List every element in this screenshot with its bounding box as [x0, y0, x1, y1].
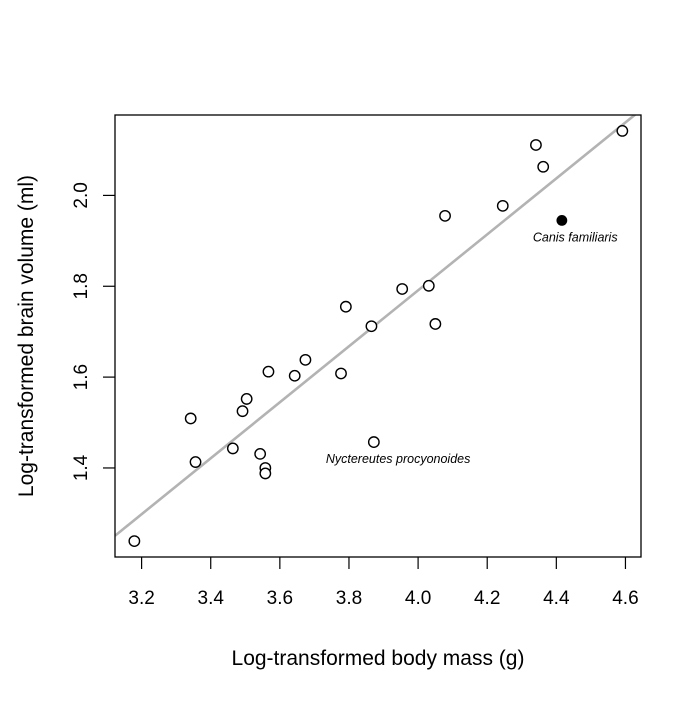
data-point [367, 436, 380, 448]
y-tick-label: 1.6 [71, 364, 92, 390]
x-tick-label: 3.4 [198, 588, 225, 609]
data-point [616, 124, 629, 137]
x-tick-label: 3.8 [336, 588, 362, 609]
y-tick-label: 2.0 [71, 182, 92, 208]
y-axis: 1.4 1.6 1.8 2.0 [71, 182, 115, 481]
x-tick-label: 4.2 [474, 588, 500, 609]
data-point [530, 139, 542, 151]
data-point [365, 320, 378, 333]
data-point [429, 318, 442, 330]
data-point [339, 300, 352, 313]
data-point [335, 367, 347, 380]
data-point [184, 412, 197, 425]
x-tick-label: 3.2 [128, 588, 154, 609]
point-label: Nyctereutes procyonoides [326, 452, 471, 466]
data-point [240, 393, 253, 405]
x-axis-label: Log-transformed body mass (g) [232, 647, 525, 670]
regression-line [115, 115, 637, 537]
data-point [128, 535, 141, 548]
data-point [259, 467, 272, 480]
y-tick-label: 1.8 [71, 273, 92, 299]
highlight-point [556, 214, 568, 226]
data-point [236, 405, 249, 418]
data-point [439, 209, 451, 222]
x-tick-label: 4.4 [543, 588, 570, 609]
data-point [189, 456, 202, 468]
y-tick-label: 1.4 [71, 454, 92, 481]
x-tick-label: 4.0 [405, 588, 431, 609]
data-point [422, 279, 435, 292]
x-tick-label: 3.6 [267, 588, 293, 609]
data-point [254, 447, 267, 460]
x-axis: 3.2 3.4 3.6 3.8 4.0 4.2 4.4 4.6 [128, 557, 639, 609]
data-point [496, 199, 509, 212]
data-point [396, 283, 409, 295]
data-point [299, 353, 312, 366]
y-axis-label: Log-transformed brain volume (ml) [15, 175, 38, 497]
data-point [262, 365, 275, 378]
data-point [226, 442, 239, 455]
plot-marks: Nyctereutes procyonoides Canis familiaris [115, 115, 637, 548]
plot-frame [114, 114, 642, 558]
x-tick-label: 4.6 [612, 588, 638, 609]
data-point [537, 160, 550, 173]
data-point [288, 369, 301, 382]
highlight-label: Canis familiaris [533, 230, 618, 244]
